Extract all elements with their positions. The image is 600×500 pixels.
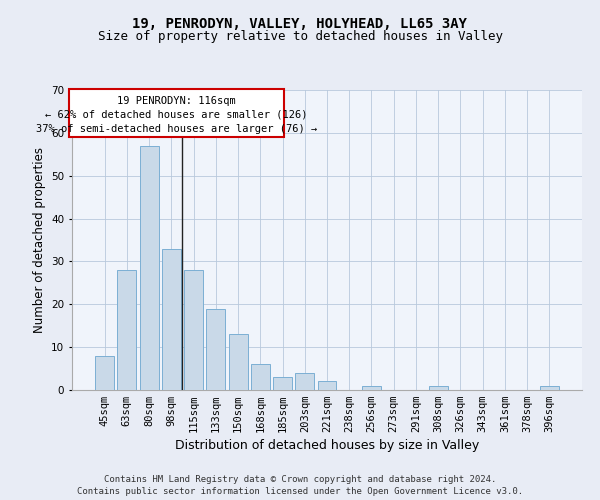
Bar bbox=[295, 373, 314, 390]
Bar bbox=[317, 382, 337, 390]
FancyBboxPatch shape bbox=[70, 88, 284, 136]
X-axis label: Distribution of detached houses by size in Valley: Distribution of detached houses by size … bbox=[175, 440, 479, 452]
Text: 19 PENRODYN: 116sqm: 19 PENRODYN: 116sqm bbox=[117, 96, 236, 106]
Y-axis label: Number of detached properties: Number of detached properties bbox=[32, 147, 46, 333]
Text: Size of property relative to detached houses in Valley: Size of property relative to detached ho… bbox=[97, 30, 503, 43]
Bar bbox=[362, 386, 381, 390]
Text: Contains HM Land Registry data © Crown copyright and database right 2024.
Contai: Contains HM Land Registry data © Crown c… bbox=[77, 474, 523, 496]
Bar bbox=[206, 308, 225, 390]
Bar bbox=[429, 386, 448, 390]
Bar bbox=[140, 146, 158, 390]
Bar bbox=[162, 248, 181, 390]
Bar bbox=[95, 356, 114, 390]
Bar bbox=[251, 364, 270, 390]
Text: ← 62% of detached houses are smaller (126): ← 62% of detached houses are smaller (12… bbox=[46, 110, 308, 120]
Bar bbox=[273, 377, 292, 390]
Bar bbox=[184, 270, 203, 390]
Bar bbox=[229, 334, 248, 390]
Text: 19, PENRODYN, VALLEY, HOLYHEAD, LL65 3AY: 19, PENRODYN, VALLEY, HOLYHEAD, LL65 3AY bbox=[133, 18, 467, 32]
Bar bbox=[540, 386, 559, 390]
Text: 37% of semi-detached houses are larger (76) →: 37% of semi-detached houses are larger (… bbox=[36, 124, 317, 134]
Bar bbox=[118, 270, 136, 390]
